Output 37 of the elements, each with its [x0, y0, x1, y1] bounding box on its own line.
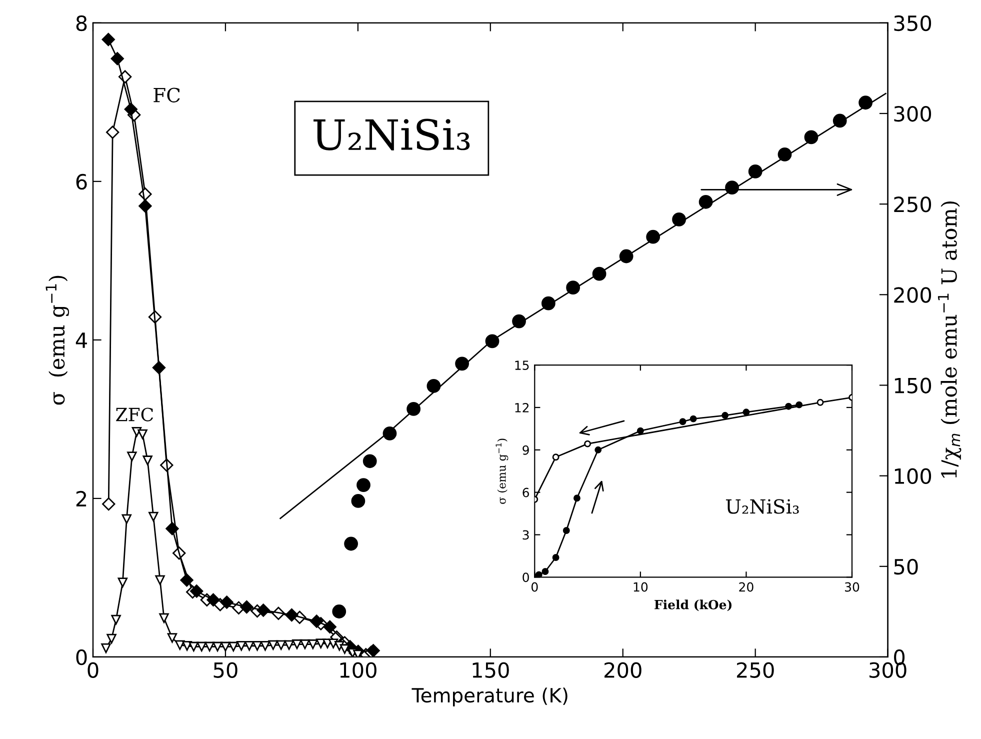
y2-tick-label: 200 — [894, 287, 932, 303]
x-tick-label: 0 — [88, 662, 98, 678]
y-tick-label: 12 — [515, 402, 529, 412]
x-tick-label: 150 — [472, 662, 509, 678]
y-tick-label: 8 — [76, 15, 87, 32]
x-tick-label: 200 — [604, 662, 642, 678]
x-tick-label: 0 — [531, 582, 538, 592]
annotation: ZFC — [116, 408, 154, 422]
x-axis-title: Field (kOe) — [654, 600, 732, 612]
y2-tick-label: 100 — [894, 468, 932, 484]
x-tick-label: 250 — [736, 662, 774, 678]
y-axis-title: σ (emu g$^{−1}$) — [496, 438, 508, 504]
y-tick-label: 4 — [76, 332, 87, 348]
annotation: FC — [154, 88, 180, 102]
x-tick-label: 50 — [214, 662, 238, 678]
y-tick-label: 15 — [515, 360, 529, 370]
y-tick-label: 2 — [76, 490, 86, 506]
y-tick-label: 6 — [522, 488, 529, 498]
y2-tick-label: 350 — [894, 15, 932, 32]
y-axis-title: σ (emu g$^{−1}$) — [46, 276, 70, 405]
y-tick-label: 0 — [76, 649, 87, 666]
y-tick-label: 6 — [76, 174, 87, 190]
y2-tick-label: 300 — [894, 106, 932, 122]
y2-tick-label: 150 — [894, 378, 932, 394]
y2-tick-label: 250 — [894, 196, 932, 212]
y-tick-label: 3 — [522, 530, 529, 540]
x-tick-label: 30 — [845, 582, 860, 592]
x-tick-label: 20 — [739, 582, 754, 592]
x-tick-label: 100 — [340, 662, 376, 678]
y2-axis-title: 1/χ$_{m}$ (mole emu$^{−1}$ U atom) — [938, 201, 962, 478]
y-tick-label: 9 — [522, 445, 529, 455]
x-axis-title: Temperature (K) — [412, 688, 568, 706]
y2-tick-label: 50 — [894, 558, 918, 575]
y-tick-label: 0 — [522, 572, 529, 582]
annotation: U₂NiSi₃ — [314, 118, 470, 150]
annotation: U₂NiSi₃ — [726, 499, 799, 514]
x-tick-label: 10 — [634, 582, 648, 592]
